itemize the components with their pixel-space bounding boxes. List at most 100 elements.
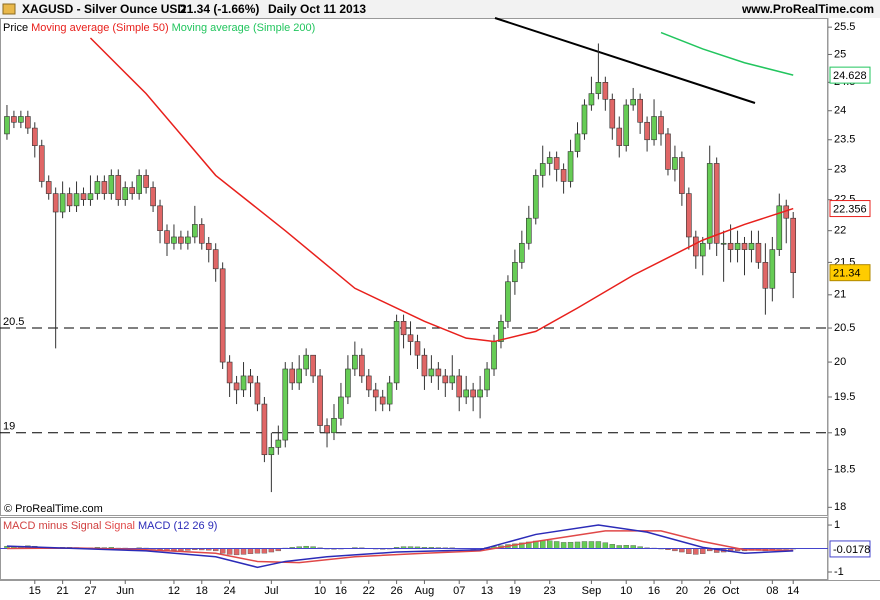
legend-entry: MACD (12 26 9): [138, 520, 217, 532]
level-label: 19: [3, 421, 15, 433]
histogram-bar: [240, 548, 247, 555]
x-tick-label: 15: [29, 585, 41, 597]
candle-body: [4, 116, 10, 135]
candle-body: [11, 116, 17, 123]
histogram-bar: [693, 548, 699, 555]
candle-body: [192, 224, 198, 238]
candle-body: [623, 104, 630, 146]
legend: Price Moving average (Simple 50) Moving av…: [3, 22, 315, 34]
indicator-line: [6, 524, 794, 569]
candle-body: [345, 368, 351, 398]
candle-body: [261, 403, 268, 456]
x-tick-label: 10: [620, 585, 632, 597]
candle-body: [25, 116, 31, 129]
candle-body: [602, 82, 609, 100]
candle-body: [748, 242, 755, 250]
candle-body: [303, 354, 309, 370]
candle-body: [456, 375, 463, 398]
candle-body: [686, 193, 692, 238]
y-tick-label: 25.5: [834, 21, 855, 33]
legend: MACD minus Signal Signal MACD (12 26 9): [3, 520, 217, 532]
candle-body: [699, 242, 706, 257]
symbol-icon: [2, 3, 16, 15]
candle-body: [282, 368, 289, 441]
candle-body: [359, 354, 365, 377]
legend-entry: Moving average (Simple 200): [172, 22, 316, 34]
x-tick-label: Jul: [264, 585, 278, 597]
candle-body: [720, 242, 727, 245]
y-tick-label: 25: [834, 48, 846, 60]
last-value-box: [829, 264, 871, 282]
candle-body: [226, 361, 233, 384]
candle-body: [372, 389, 379, 398]
histogram-bar: [595, 541, 602, 549]
histogram-bar: [247, 548, 254, 554]
candle-body: [198, 224, 205, 244]
candle-body: [567, 151, 574, 182]
last-value-label: -0.0178: [833, 544, 870, 556]
y-tick-label: 19: [834, 427, 846, 439]
x-tick-label: 27: [84, 585, 96, 597]
histogram-bar: [581, 541, 588, 549]
x-tick-label: 08: [766, 585, 778, 597]
x-tick-label: 12: [168, 585, 180, 597]
candle-body: [150, 187, 156, 207]
candle-body: [790, 217, 797, 273]
x-tick-label: 07: [453, 585, 465, 597]
candle-body: [171, 236, 177, 244]
candle-body: [644, 121, 650, 141]
candle-body: [115, 175, 122, 201]
candle-body: [352, 354, 358, 370]
candle-body: [414, 341, 421, 356]
x-tick-label: Jun: [116, 585, 134, 597]
x-tick-label: 21: [56, 585, 68, 597]
x-tick-label: 23: [544, 585, 556, 597]
candle-body: [108, 175, 115, 194]
candle-body: [713, 163, 720, 244]
candle-body: [233, 382, 240, 391]
x-tick-label: Sep: [582, 585, 602, 597]
candle-body: [449, 375, 456, 384]
candle-body: [421, 354, 428, 377]
candle-body: [129, 187, 136, 194]
candle-body: [651, 116, 657, 141]
candle-body: [247, 375, 254, 384]
candle-body: [52, 193, 59, 213]
candle-body: [616, 127, 623, 146]
candle-body: [101, 181, 108, 194]
histogram-bar: [602, 542, 609, 549]
candle-body: [178, 236, 184, 244]
candle-body: [741, 242, 748, 250]
candle-body: [776, 205, 783, 250]
candle-body: [296, 368, 302, 384]
quote: 21.34 (-1.66%): [180, 2, 259, 16]
histogram-bar: [268, 548, 275, 553]
y-tick-label: 20.5: [834, 322, 855, 334]
candle-body: [331, 418, 337, 434]
candle-body: [658, 116, 664, 135]
x-tick-label: 16: [648, 585, 660, 597]
candle-body: [672, 157, 678, 170]
x-tick-label: Oct: [722, 585, 739, 597]
last-value-box: [829, 200, 871, 218]
candle-body: [706, 163, 713, 244]
candle-body: [365, 375, 372, 391]
candle-body: [379, 396, 386, 405]
candle-body: [157, 205, 163, 231]
candle-body: [581, 104, 588, 135]
candle-body: [87, 193, 94, 201]
candle-body: [393, 321, 400, 384]
candle-body: [289, 368, 296, 384]
histogram-bar: [567, 541, 574, 549]
candle-body: [386, 382, 393, 405]
candle-body: [637, 98, 643, 123]
candle-body: [470, 389, 476, 398]
legend-entry: Moving average (Simple 50): [31, 22, 169, 34]
candle-body: [94, 181, 101, 194]
x-tick-label: 18: [196, 585, 208, 597]
histogram-bar: [254, 548, 261, 554]
candle-body: [80, 193, 87, 201]
candle-body: [491, 341, 497, 370]
overlay: 1818.51919.52020.52121.52222.52323.52424…: [3, 21, 871, 597]
last-value-label: 24.628: [833, 70, 867, 82]
